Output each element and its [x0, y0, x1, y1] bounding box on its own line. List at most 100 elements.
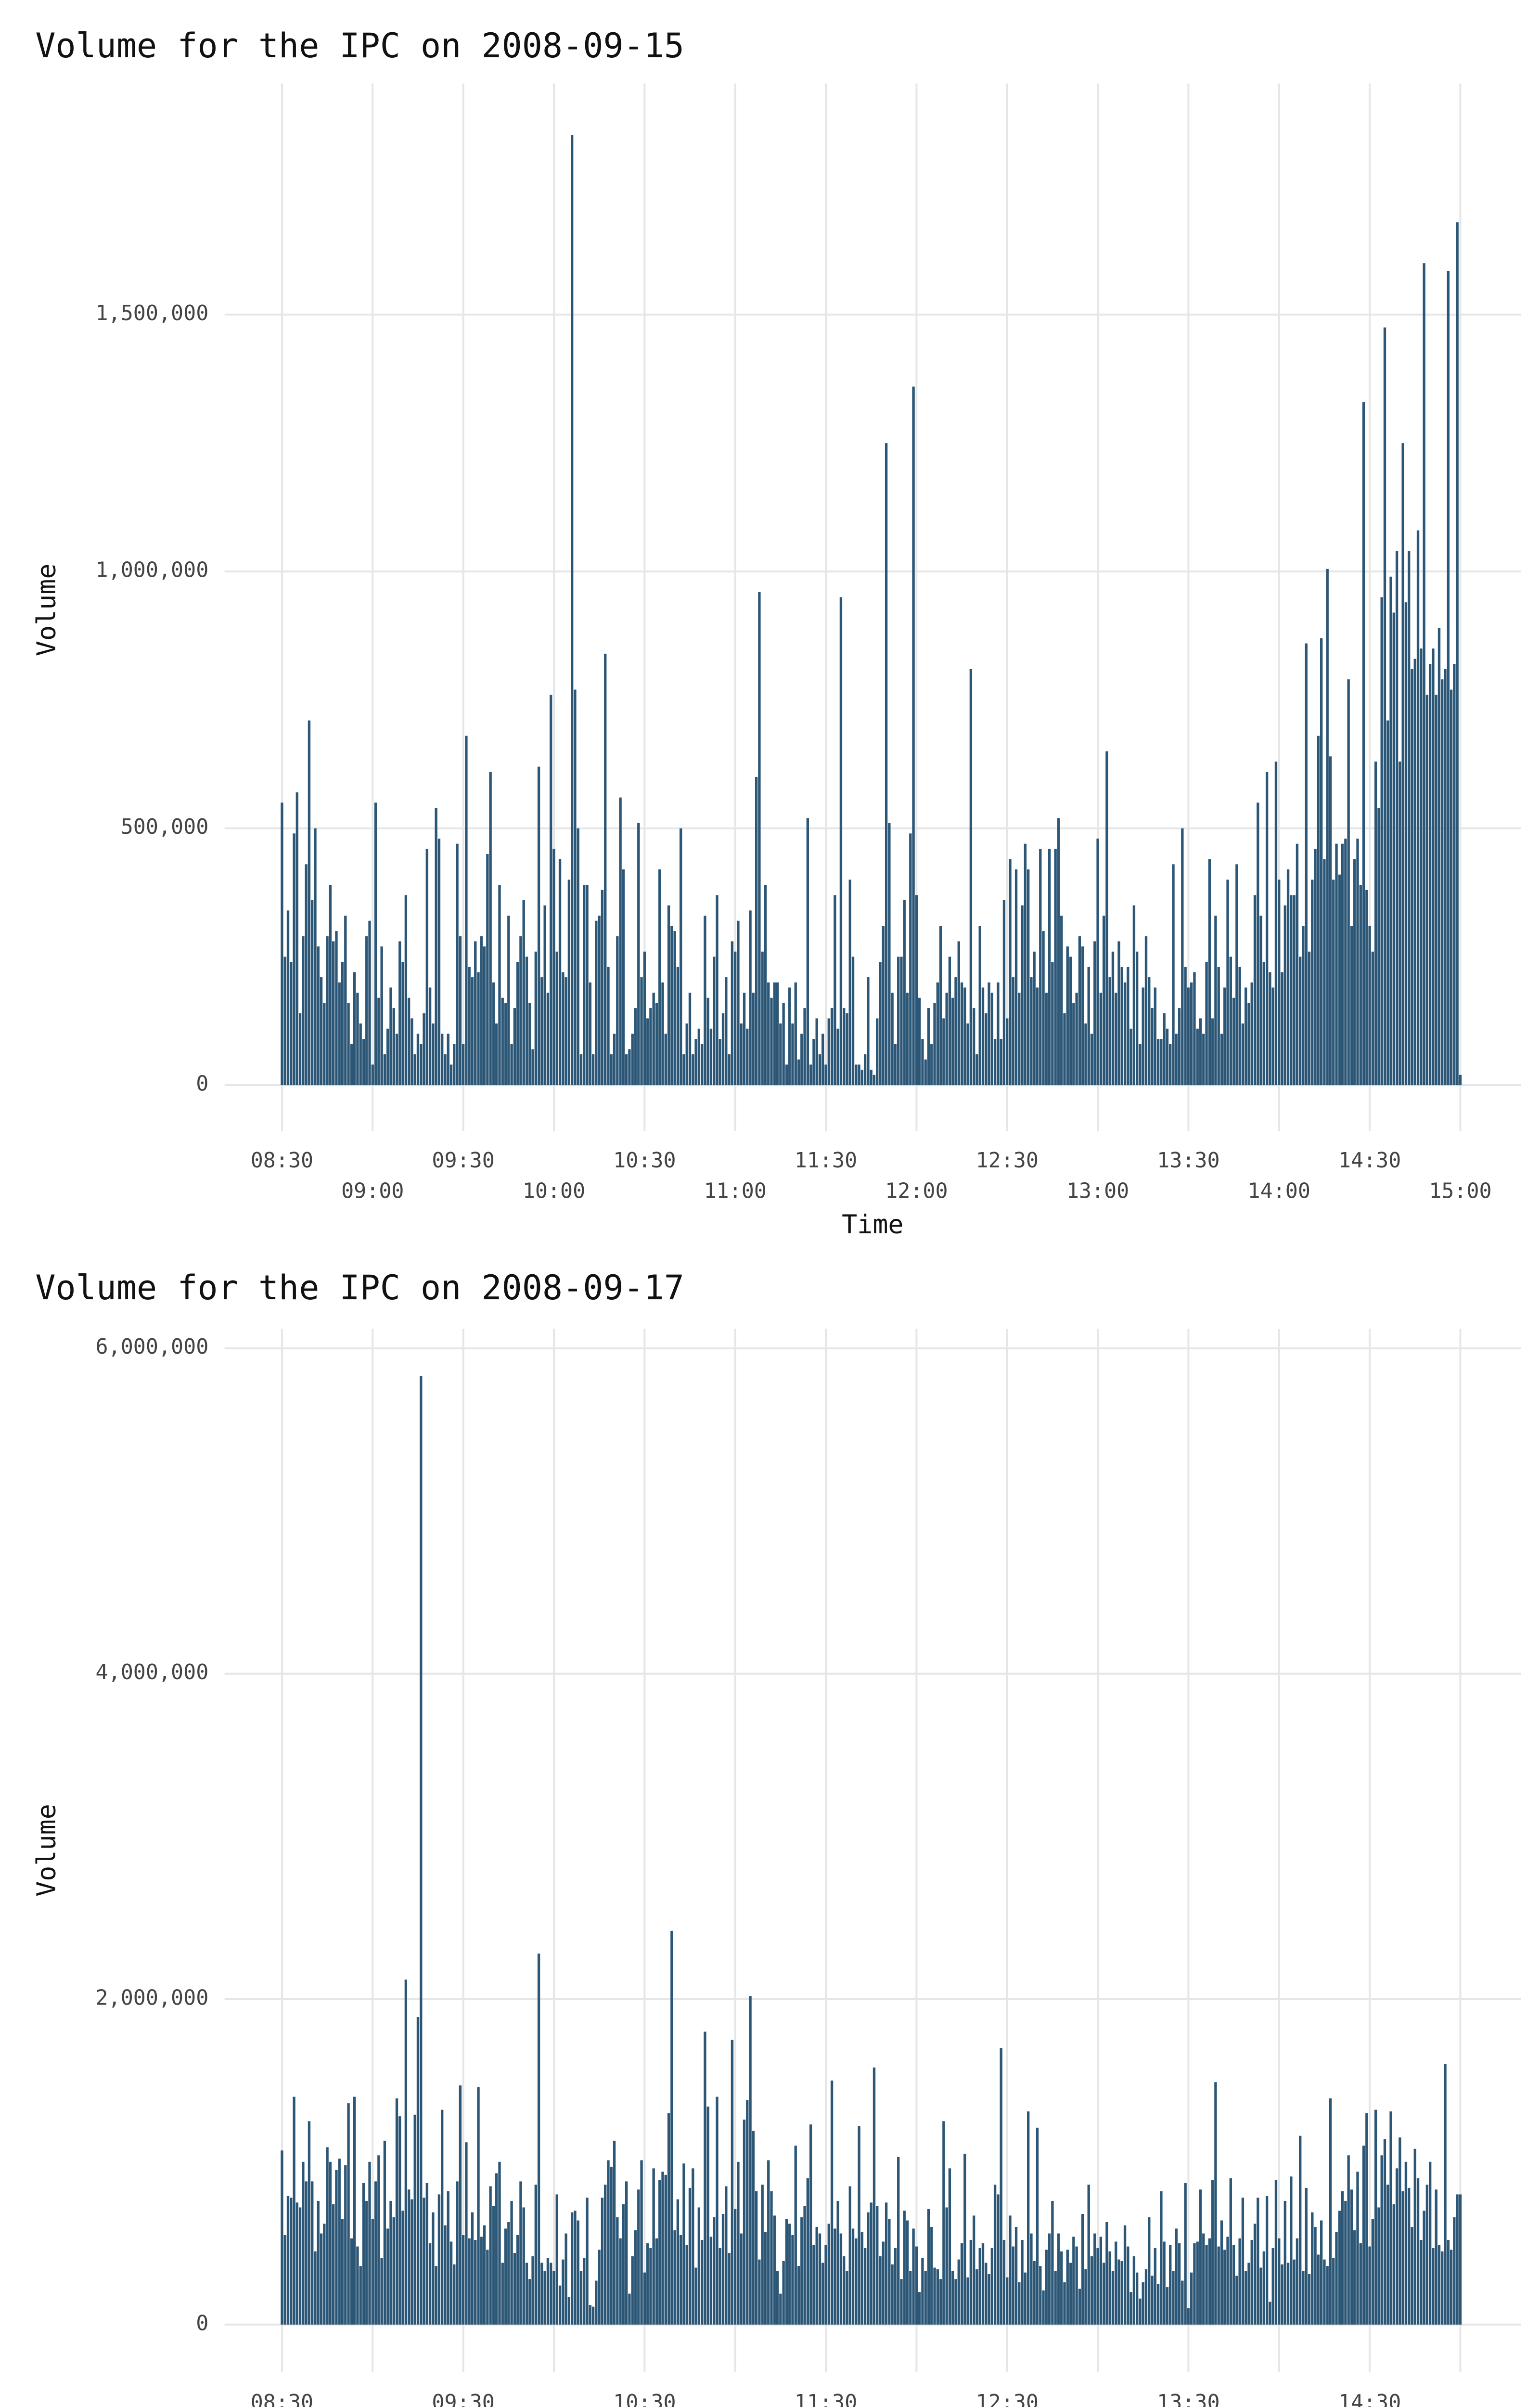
bar: [815, 1018, 818, 1086]
bar: [1368, 2246, 1371, 2325]
bar: [1105, 2222, 1108, 2325]
bar: [969, 2240, 973, 2325]
bar: [386, 2228, 389, 2325]
bar: [809, 2124, 812, 2325]
bar: [492, 2206, 495, 2325]
bar: [1271, 2248, 1274, 2325]
bar: [1401, 443, 1404, 1086]
bar: [634, 2230, 637, 2325]
bar: [1281, 972, 1283, 1086]
bar: [1335, 843, 1338, 1086]
bar: [555, 951, 558, 1086]
bar: [640, 977, 643, 1086]
bar: [356, 993, 359, 1086]
bar: [468, 2238, 471, 2325]
bar: [565, 977, 567, 1086]
bar: [803, 2206, 806, 2325]
bar: [350, 1044, 353, 1086]
bar: [1392, 612, 1395, 1086]
bar: [295, 2202, 299, 2325]
bar: [1160, 1039, 1163, 1086]
bar: [1018, 2282, 1021, 2325]
bar: [579, 1054, 583, 1086]
bar: [537, 1954, 540, 2325]
bar: [335, 931, 338, 1086]
bar: [1420, 2240, 1423, 2325]
bar: [428, 2243, 432, 2325]
x-tick-label: 11:00: [704, 1179, 766, 1203]
bar: [507, 2222, 510, 2325]
bar: [1278, 880, 1281, 1086]
bar: [1374, 761, 1377, 1086]
bar: [721, 1013, 725, 1086]
bar: [1120, 967, 1123, 1086]
bar: [697, 2207, 701, 2325]
bar: [694, 2267, 697, 2325]
bar: [843, 1008, 846, 1086]
bar: [1190, 982, 1193, 1086]
bar: [531, 2256, 534, 2325]
bar: [567, 2297, 571, 2325]
bar: [1441, 679, 1444, 1086]
bar: [821, 2263, 824, 2325]
bar: [1060, 916, 1063, 1086]
bar: [682, 1054, 685, 1086]
bar: [1338, 874, 1341, 1086]
bar: [1238, 967, 1241, 1086]
bar: [876, 1018, 879, 1086]
bar: [885, 2202, 888, 2325]
bar: [855, 2238, 858, 2325]
bar: [1257, 2198, 1259, 2325]
bar: [528, 2279, 531, 2325]
bar: [423, 2198, 425, 2325]
bar: [1108, 2251, 1111, 2325]
bar: [827, 2224, 830, 2325]
bar: [975, 2269, 978, 2325]
bar: [510, 2200, 513, 2325]
bar: [646, 1018, 649, 1086]
bar: [1051, 2200, 1054, 2325]
bar: [1386, 720, 1389, 1086]
bar: [1269, 2302, 1271, 2325]
bar: [1432, 2248, 1435, 2325]
bar: [522, 900, 525, 1086]
bar: [846, 1013, 848, 1086]
bar: [1265, 772, 1269, 1086]
bar: [504, 1003, 507, 1086]
bar: [1154, 987, 1157, 1086]
bar: [1033, 2261, 1036, 2325]
bar: [447, 2191, 449, 2325]
bar: [643, 951, 646, 1086]
bar: [295, 792, 299, 1086]
bar: [574, 689, 577, 1086]
bar: [692, 1054, 694, 1086]
bar: [522, 2207, 525, 2325]
bar: [1087, 2185, 1090, 2325]
bar: [770, 2191, 773, 2325]
bar: [1226, 880, 1229, 1086]
bar: [1051, 962, 1054, 1086]
bar: [1226, 2237, 1229, 2325]
bar: [1299, 2135, 1302, 2325]
bar: [981, 987, 985, 1086]
bar: [812, 2245, 815, 2325]
bar: [882, 926, 885, 1086]
bar: [471, 977, 474, 1086]
bar: [437, 838, 441, 1086]
bar: [335, 2170, 338, 2325]
bar: [420, 1044, 423, 1086]
bar: [283, 2235, 286, 2325]
bar: [1437, 628, 1441, 1086]
bar: [302, 2161, 305, 2325]
bar: [1172, 2271, 1175, 2325]
bar: [1024, 843, 1027, 1086]
y-axis-title: Volume: [31, 564, 62, 657]
bar: [1380, 597, 1383, 1086]
bar: [985, 1013, 988, 1086]
bar: [610, 1054, 613, 1086]
y-tick-label: 4,000,000: [96, 1660, 209, 1684]
bar: [1232, 2245, 1235, 2325]
y-tick-label: 500,000: [121, 815, 209, 839]
bar: [1247, 1003, 1250, 1086]
bar: [1444, 669, 1447, 1086]
